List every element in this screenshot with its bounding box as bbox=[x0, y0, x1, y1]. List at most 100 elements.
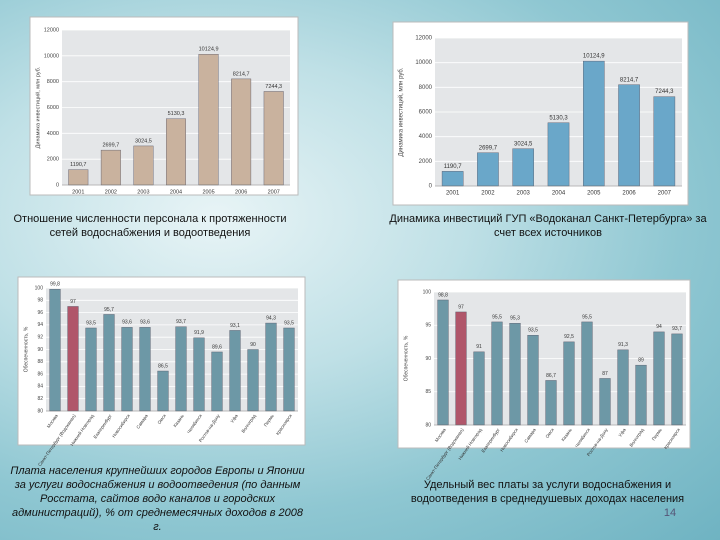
value-label: 8214,7 bbox=[620, 77, 639, 83]
bar bbox=[175, 326, 187, 412]
x-tick-label: 2002 bbox=[481, 191, 495, 197]
x-tick-label: Уфа bbox=[229, 413, 239, 424]
y-tick-label: 85 bbox=[425, 389, 431, 395]
y-tick-label: 12000 bbox=[415, 36, 432, 42]
y-tick-label: 8000 bbox=[419, 85, 433, 91]
value-label: 10124,9 bbox=[199, 47, 219, 53]
bar bbox=[103, 314, 115, 412]
y-tick-label: 88 bbox=[37, 359, 43, 365]
x-tick-label: 2003 bbox=[517, 191, 531, 197]
bar bbox=[671, 333, 683, 426]
y-tick-label: 98 bbox=[37, 298, 43, 304]
value-label: 2699,7 bbox=[102, 143, 119, 149]
y-axis-label: Обеспеченность, % bbox=[403, 335, 409, 381]
y-tick-label: 90 bbox=[37, 347, 43, 353]
value-label: 93,7 bbox=[176, 319, 186, 325]
value-label: 2699,7 bbox=[479, 145, 498, 151]
x-tick-label: 2004 bbox=[552, 191, 566, 197]
bar bbox=[139, 327, 151, 412]
y-tick-label: 0 bbox=[429, 184, 433, 190]
bar bbox=[198, 54, 219, 186]
y-tick-label: 95 bbox=[425, 323, 431, 329]
value-label: 93,6 bbox=[122, 320, 132, 326]
caption: Отношение численности персонала к протяж… bbox=[13, 213, 287, 239]
bar bbox=[545, 380, 557, 426]
bar bbox=[247, 349, 259, 412]
value-label: 7244,3 bbox=[265, 84, 282, 90]
y-axis-label: Динамика инвестиций, млн руб. bbox=[398, 67, 405, 156]
bar bbox=[231, 78, 252, 186]
x-tick-label: 2007 bbox=[658, 191, 672, 197]
value-label: 92,5 bbox=[564, 334, 574, 340]
bar bbox=[49, 289, 61, 412]
y-tick-label: 10000 bbox=[44, 53, 59, 59]
value-label: 95,5 bbox=[582, 314, 592, 320]
value-label: 95,5 bbox=[492, 314, 502, 320]
bar bbox=[653, 331, 665, 426]
x-tick-label: 2005 bbox=[587, 191, 601, 197]
y-tick-label: 92 bbox=[37, 335, 43, 341]
bar bbox=[491, 321, 503, 426]
y-tick-label: 80 bbox=[425, 422, 431, 428]
value-label: 91,3 bbox=[618, 342, 628, 348]
value-label: 10124,9 bbox=[583, 54, 605, 60]
y-tick-label: 80 bbox=[37, 408, 43, 414]
bar bbox=[263, 91, 284, 186]
bar bbox=[68, 169, 89, 186]
bar bbox=[193, 337, 205, 412]
y-tick-label: 8000 bbox=[47, 79, 59, 85]
value-label: 93,7 bbox=[672, 326, 682, 332]
bar bbox=[512, 148, 535, 187]
caption: Плата населения крупнейших городов Европ… bbox=[10, 465, 305, 533]
x-tick-label: 2005 bbox=[202, 189, 214, 195]
value-label: 93,5 bbox=[528, 328, 538, 334]
bar bbox=[583, 60, 605, 187]
bar bbox=[283, 327, 295, 412]
y-tick-label: 12000 bbox=[44, 27, 59, 33]
y-tick-label: 4000 bbox=[47, 131, 59, 137]
bar bbox=[509, 323, 521, 426]
caption: Динамика инвестиций ГУП «Водоканал Санкт… bbox=[389, 213, 707, 239]
bar bbox=[166, 118, 186, 186]
y-axis-label: Динамика инвестиций, млн руб. bbox=[34, 66, 41, 148]
value-label: 95,7 bbox=[104, 307, 114, 313]
bar bbox=[473, 351, 485, 426]
y-tick-label: 6000 bbox=[419, 110, 433, 116]
bar bbox=[581, 321, 593, 426]
bar bbox=[477, 152, 499, 187]
y-tick-label: 84 bbox=[37, 384, 43, 390]
y-tick-label: 4000 bbox=[419, 134, 433, 140]
value-label: 93,5 bbox=[86, 320, 96, 326]
value-label: 8214,7 bbox=[233, 71, 250, 77]
value-label: 1190,7 bbox=[444, 164, 463, 170]
value-label: 95,3 bbox=[510, 316, 520, 322]
x-tick-label: Омск bbox=[544, 427, 554, 439]
value-label: 5130,3 bbox=[168, 111, 185, 117]
caption: Удельный вес платы за услуги водоснабжен… bbox=[410, 479, 685, 505]
value-label: 97 bbox=[70, 299, 76, 305]
value-label: 87 bbox=[602, 371, 608, 377]
value-label: 3024,5 bbox=[514, 141, 533, 147]
bar bbox=[85, 327, 97, 412]
bar bbox=[653, 96, 676, 187]
y-tick-label: 82 bbox=[37, 396, 43, 402]
bar bbox=[441, 171, 464, 187]
bar bbox=[157, 370, 169, 412]
x-tick-label: 2004 bbox=[170, 189, 182, 195]
value-label: 93,1 bbox=[230, 323, 240, 329]
x-tick-label: 2006 bbox=[622, 191, 636, 197]
bar bbox=[121, 327, 133, 412]
value-label: 89 bbox=[638, 357, 644, 363]
value-label: 3024,5 bbox=[135, 138, 152, 144]
value-label: 90 bbox=[250, 342, 256, 348]
bar bbox=[527, 335, 539, 426]
y-tick-label: 94 bbox=[37, 322, 43, 328]
bar bbox=[455, 311, 467, 426]
bar bbox=[265, 322, 277, 412]
bar bbox=[635, 364, 647, 426]
bar bbox=[133, 145, 154, 186]
value-label: 7244,3 bbox=[655, 89, 674, 95]
x-tick-label: 2003 bbox=[137, 189, 149, 195]
bar bbox=[618, 84, 640, 187]
